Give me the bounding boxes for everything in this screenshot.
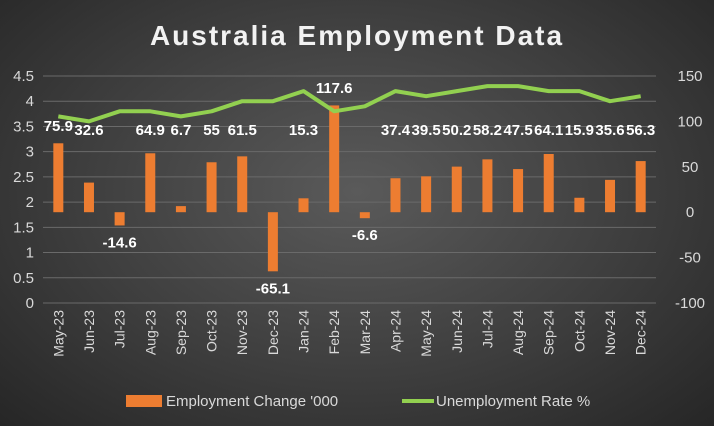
data-label: 37.4 bbox=[381, 122, 411, 139]
y-axis-right: -100 -50 0 50 100 150 bbox=[675, 68, 705, 312]
x-tick-label: Oct-23 bbox=[204, 310, 220, 352]
x-tick-label: Oct-24 bbox=[571, 310, 587, 352]
bar bbox=[574, 197, 585, 213]
y-left-tick-label: 4 bbox=[26, 93, 34, 110]
x-tick-label: Feb-24 bbox=[326, 310, 342, 355]
bar bbox=[482, 159, 493, 213]
data-label: 64.1 bbox=[534, 122, 563, 139]
data-label: -6.6 bbox=[352, 227, 378, 244]
y-left-tick-label: 4.5 bbox=[13, 68, 34, 85]
bar bbox=[329, 105, 340, 213]
x-tick-label: Mar-24 bbox=[357, 310, 373, 355]
bar bbox=[237, 156, 248, 213]
data-label: -14.6 bbox=[103, 234, 137, 251]
x-tick-label: Dec-23 bbox=[265, 310, 281, 355]
data-label: 64.9 bbox=[136, 122, 165, 139]
bar bbox=[298, 198, 309, 213]
x-tick-label: Jun-23 bbox=[81, 310, 97, 353]
data-label: 61.5 bbox=[228, 122, 257, 139]
y-right-tick-label: 50 bbox=[682, 159, 699, 176]
data-label: 75.9 bbox=[44, 118, 73, 135]
y-right-tick-label: -100 bbox=[675, 295, 705, 312]
x-tick-label: Dec-24 bbox=[633, 310, 649, 355]
y-axis-left: 0 0.5 1 1.5 2 2.5 3 3.5 4 4.5 bbox=[13, 68, 34, 312]
data-label: 15.9 bbox=[565, 122, 594, 139]
x-tick-label: Aug-24 bbox=[510, 310, 526, 355]
y-left-tick-label: 3.5 bbox=[13, 118, 34, 135]
y-left-tick-label: 0 bbox=[26, 295, 34, 312]
y-left-tick-label: 1.5 bbox=[13, 219, 34, 236]
bar bbox=[605, 179, 616, 213]
data-label: 47.5 bbox=[503, 122, 532, 139]
data-label: 56.3 bbox=[626, 122, 655, 139]
y-right-tick-label: -50 bbox=[679, 250, 701, 267]
bar bbox=[145, 153, 156, 213]
bar bbox=[114, 212, 125, 226]
data-labels: 75.9 32.6 -14.6 64.9 6.7 55 61.5 -65.1 15.3 117.6… bbox=[44, 80, 656, 297]
data-label: 15.3 bbox=[289, 122, 318, 139]
y-right-tick-label: 150 bbox=[677, 68, 702, 85]
x-tick-label: May-24 bbox=[418, 310, 434, 357]
bar bbox=[206, 162, 217, 213]
data-label: 32.6 bbox=[74, 122, 103, 139]
x-tick-label: Nov-23 bbox=[234, 310, 250, 355]
data-label: 117.6 bbox=[316, 80, 353, 97]
x-tick-label: Nov-24 bbox=[602, 310, 618, 355]
x-axis: May-23 Jun-23 Jul-23 Aug-23 Sep-23 Oct-23 Nov-… bbox=[50, 310, 648, 357]
x-tick-label: Sep-23 bbox=[173, 310, 189, 355]
x-tick-label: Jan-24 bbox=[296, 310, 312, 353]
y-right-tick-label: 100 bbox=[677, 113, 702, 130]
chart-title: Australia Employment Data bbox=[150, 20, 564, 51]
bar bbox=[390, 178, 401, 213]
x-tick-label: Jul-23 bbox=[112, 310, 128, 348]
x-tick-label: Aug-23 bbox=[142, 310, 158, 355]
y-left-tick-label: 2 bbox=[26, 194, 34, 211]
x-tick-label: Jul-24 bbox=[479, 310, 495, 348]
data-label: 58.2 bbox=[473, 122, 502, 139]
y-left-tick-label: 3 bbox=[26, 144, 34, 161]
data-label: -65.1 bbox=[256, 280, 290, 297]
data-label: 6.7 bbox=[170, 122, 191, 139]
bar bbox=[513, 169, 524, 213]
bar bbox=[359, 212, 370, 219]
legend-label-employment-change: Employment Change '000 bbox=[166, 393, 338, 410]
x-tick-label: May-23 bbox=[50, 310, 66, 357]
bar bbox=[267, 212, 278, 272]
bar bbox=[175, 206, 186, 213]
y-left-tick-label: 1 bbox=[26, 245, 34, 262]
data-label: 50.2 bbox=[442, 122, 471, 139]
gridlines bbox=[43, 75, 656, 304]
legend-swatch-employment-change bbox=[126, 395, 162, 407]
bar bbox=[421, 176, 432, 213]
bar bbox=[53, 143, 64, 213]
x-tick-label: Jun-24 bbox=[449, 310, 465, 353]
bar-series bbox=[53, 105, 646, 272]
x-tick-label: Sep-24 bbox=[541, 310, 557, 355]
unemployment-rate-line bbox=[57, 84, 642, 124]
bar bbox=[543, 153, 554, 213]
bar bbox=[451, 166, 462, 213]
x-tick-label: Apr-24 bbox=[387, 310, 403, 352]
bar bbox=[83, 182, 94, 213]
y-right-tick-label: 0 bbox=[686, 204, 694, 221]
bar bbox=[635, 161, 646, 213]
y-left-tick-label: 2.5 bbox=[13, 169, 34, 186]
line-series bbox=[57, 84, 642, 124]
data-label: 35.6 bbox=[595, 122, 624, 139]
legend: Employment Change '000 Unemployment Rate… bbox=[126, 393, 590, 410]
y-left-tick-label: 0.5 bbox=[13, 270, 34, 287]
legend-label-unemployment-rate: Unemployment Rate % bbox=[436, 393, 590, 410]
data-label: 55 bbox=[203, 122, 220, 139]
data-label: 39.5 bbox=[412, 122, 441, 139]
